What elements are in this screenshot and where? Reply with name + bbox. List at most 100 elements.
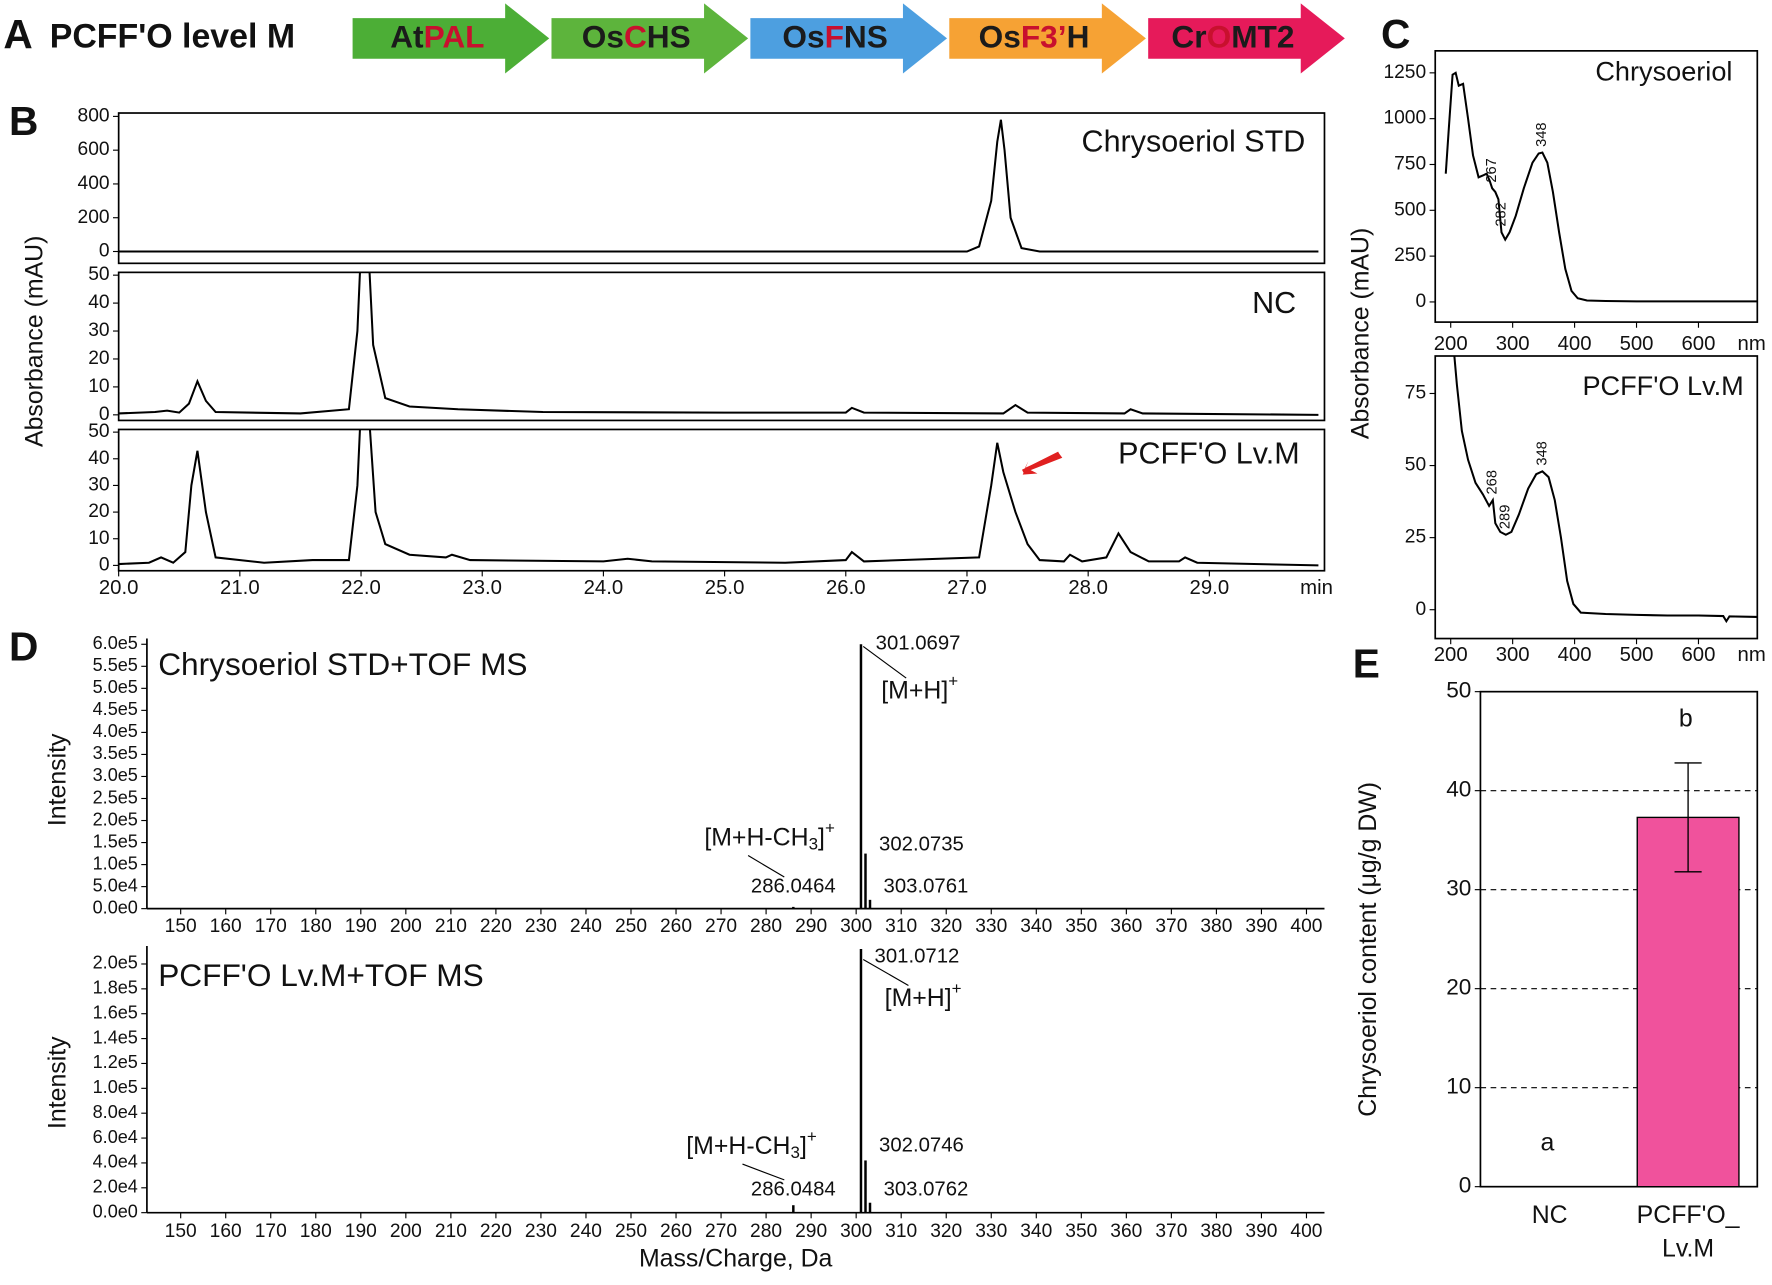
y-tick-label: 1.5e5 (93, 831, 138, 851)
x-tick-label: 250 (615, 916, 647, 937)
y-tick-label: 30 (1446, 876, 1471, 901)
x-tick-label: 360 (1110, 916, 1142, 937)
gene-label-part: C (624, 19, 647, 55)
x-tick-label: 280 (750, 916, 782, 937)
peak-label: 289 (1498, 505, 1514, 530)
ion-base: [M+H-CH (704, 823, 808, 851)
plot-frame (1434, 50, 1759, 323)
ion-leader (742, 1163, 785, 1181)
chart-title: Chrysoeriol STD+TOF MS (158, 646, 527, 682)
y-tick-label: 5.5e5 (93, 655, 138, 675)
trace (118, 429, 1319, 567)
y-tick-label: 5.0e5 (93, 677, 138, 697)
x-tick-label: 300 (1496, 333, 1530, 355)
y-tick-label: 3.0e5 (93, 765, 138, 785)
panel-letter: E (1353, 641, 1380, 687)
y-tick-label: 75 (1405, 383, 1426, 404)
ion-leader (862, 959, 909, 986)
gene-label-part: MT2 (1231, 19, 1294, 55)
y-tick-label: 0 (99, 241, 110, 262)
panel-letter: A (3, 11, 32, 57)
x-tick-label: 270 (705, 1221, 737, 1242)
x-axis-label: nm (1738, 644, 1766, 666)
ion-label: [M+H]+ (885, 980, 962, 1012)
gene-label-part: H (1067, 19, 1090, 55)
peak-label: 268 (1485, 470, 1501, 495)
x-tick-label: 370 (1155, 1221, 1187, 1242)
construct-title: PCFF'O level M (50, 17, 295, 55)
ion-sup: + (948, 672, 958, 691)
y-tick-label: 8.0e4 (93, 1102, 138, 1122)
peak-label: 348 (1534, 441, 1550, 466)
category-label-box: NC (1532, 1200, 1568, 1228)
peak-label: 267 (1484, 158, 1500, 183)
gene-arrow (1148, 3, 1345, 74)
x-tick-label: 380 (1200, 1221, 1232, 1242)
y-tick-label: 30 (88, 320, 109, 341)
ion-label: [M+H-CH3]+ (704, 819, 835, 854)
x-tick-label: 200 (390, 916, 422, 937)
y-tick-label: 1.0e5 (93, 853, 138, 873)
gene-label: OsF3’H (979, 19, 1090, 55)
ion-sup: + (952, 980, 962, 999)
gene-label: OsCHS (582, 19, 691, 55)
y-tick-label: 20 (88, 501, 109, 522)
mz-label: 303.0761 (884, 876, 969, 898)
x-tick-label: 310 (885, 1221, 917, 1242)
x-tick-label: 200 (390, 1221, 422, 1242)
x-axis-label: nm (1738, 333, 1766, 355)
chart-title: Chrysoeriol (1595, 56, 1732, 87)
gene-label: AtPAL (390, 19, 484, 55)
ion-base: [M+H] (885, 984, 952, 1012)
x-tick-label: 240 (570, 916, 602, 937)
y-tick-label: 6.0e5 (93, 633, 138, 653)
y-tick-label: 0.0e0 (93, 897, 138, 917)
mz-label: 301.0712 (875, 946, 960, 968)
x-tick-label: 400 (1558, 333, 1592, 355)
y-axis-label: Chrysoeriol content (μg/g DW) (1354, 782, 1382, 1117)
ion-leader (862, 646, 907, 679)
x-tick-label: 27.0 (947, 577, 987, 599)
y-tick-label: 50 (1446, 678, 1471, 703)
y-tick-label: 1.8e5 (93, 978, 138, 998)
x-tick-label: 160 (210, 1221, 242, 1242)
x-tick-label: 180 (300, 1221, 332, 1242)
gene-label-part: F3’ (1021, 19, 1067, 55)
y-tick-label: 2.5e5 (93, 787, 138, 807)
x-tick-label: 350 (1065, 1221, 1097, 1242)
y-tick-label: 5.0e4 (93, 875, 138, 895)
x-tick-label: 380 (1200, 916, 1232, 937)
x-tick-label: 180 (300, 916, 332, 937)
plot-frame (117, 271, 1326, 422)
x-tick-label: 390 (1245, 916, 1277, 937)
x-tick-label: 150 (165, 1221, 197, 1242)
ion-tail: ] (800, 1132, 807, 1160)
x-tick-label: 260 (660, 1221, 692, 1242)
x-tick-label: 24.0 (584, 577, 624, 599)
y-tick-label: 1000 (1383, 108, 1426, 129)
gene-label-part: O (1207, 19, 1232, 55)
gene-arrow (750, 3, 948, 74)
y-tick-label: 40 (1446, 777, 1471, 802)
ion-tail: ] (818, 823, 825, 851)
x-tick-label: 500 (1620, 333, 1654, 355)
trace (118, 272, 1319, 416)
x-tick-label: 220 (480, 916, 512, 937)
x-tick-label: 390 (1245, 1221, 1277, 1242)
y-tick-label: 1.2e5 (93, 1052, 138, 1072)
x-tick-label: 280 (750, 1221, 782, 1242)
x-tick-label: 250 (615, 1221, 647, 1242)
gene-label-part: PAL (424, 19, 485, 55)
x-axis-label: Mass/Charge, Da (639, 1245, 833, 1273)
x-tick-label: 270 (705, 916, 737, 937)
chart-title: Chrysoeriol STD (1082, 125, 1306, 159)
ion-sup: + (825, 819, 835, 838)
significance-letter: a (1540, 1128, 1554, 1156)
x-tick-label: 350 (1065, 916, 1097, 937)
ion-sub: 3 (809, 835, 818, 854)
y-tick-label: 50 (88, 264, 109, 285)
bar (1636, 816, 1740, 1188)
x-tick-label: 340 (1020, 916, 1052, 937)
